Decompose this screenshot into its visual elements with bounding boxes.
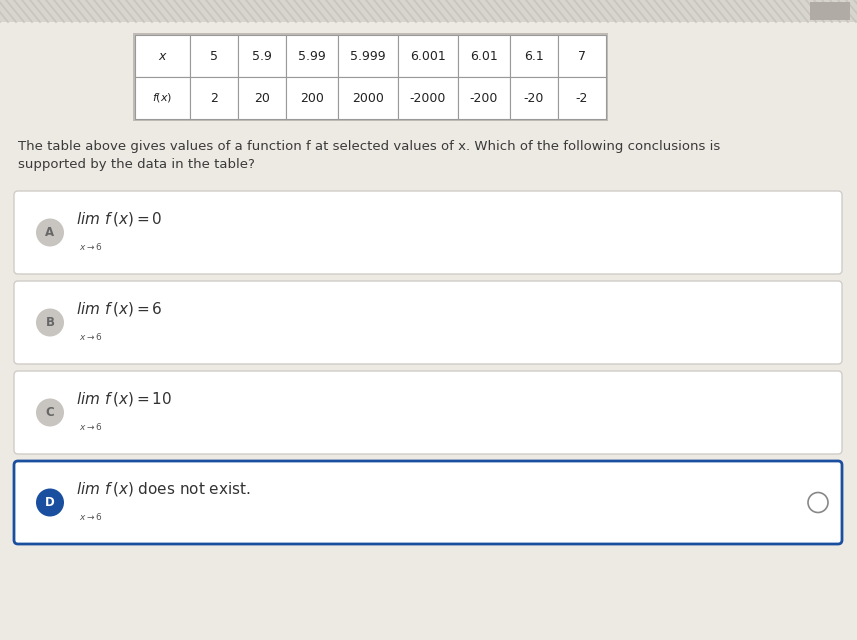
FancyBboxPatch shape (135, 77, 190, 119)
Text: -2000: -2000 (410, 92, 446, 104)
FancyBboxPatch shape (558, 77, 606, 119)
FancyBboxPatch shape (338, 35, 398, 77)
FancyBboxPatch shape (458, 35, 510, 77)
FancyBboxPatch shape (238, 77, 286, 119)
Text: 20: 20 (254, 92, 270, 104)
Text: 200: 200 (300, 92, 324, 104)
Text: $f(x)$: $f(x)$ (153, 92, 172, 104)
Text: 5: 5 (210, 49, 218, 63)
FancyBboxPatch shape (190, 77, 238, 119)
FancyBboxPatch shape (238, 35, 286, 77)
Text: 6.01: 6.01 (470, 49, 498, 63)
Circle shape (36, 308, 64, 337)
Text: 2000: 2000 (352, 92, 384, 104)
FancyBboxPatch shape (398, 35, 458, 77)
FancyBboxPatch shape (510, 35, 558, 77)
Text: supported by the data in the table?: supported by the data in the table? (18, 158, 255, 171)
Text: 6.1: 6.1 (524, 49, 544, 63)
Text: B: B (45, 316, 55, 329)
Text: -200: -200 (470, 92, 498, 104)
Text: $x$: $x$ (158, 49, 167, 63)
FancyBboxPatch shape (338, 77, 398, 119)
FancyBboxPatch shape (286, 77, 338, 119)
FancyBboxPatch shape (0, 0, 857, 22)
Circle shape (36, 218, 64, 246)
FancyBboxPatch shape (14, 191, 842, 274)
FancyBboxPatch shape (135, 35, 190, 77)
Text: $\mathit{lim}\ f\,(x) = 0$: $\mathit{lim}\ f\,(x) = 0$ (76, 211, 162, 228)
Text: 6.001: 6.001 (411, 49, 446, 63)
Text: D: D (45, 496, 55, 509)
FancyBboxPatch shape (810, 2, 850, 20)
Text: A: A (45, 226, 55, 239)
Text: $\mathit{lim}\ f\,(x) = 6$: $\mathit{lim}\ f\,(x) = 6$ (76, 301, 163, 319)
Text: $x\to6$: $x\to6$ (79, 241, 103, 252)
FancyBboxPatch shape (14, 371, 842, 454)
FancyBboxPatch shape (14, 461, 842, 544)
FancyBboxPatch shape (398, 77, 458, 119)
FancyBboxPatch shape (458, 77, 510, 119)
Text: 7: 7 (578, 49, 586, 63)
FancyBboxPatch shape (14, 281, 842, 364)
Text: -20: -20 (524, 92, 544, 104)
Text: $\mathit{lim}\ f\,(x)$ does not exist.: $\mathit{lim}\ f\,(x)$ does not exist. (76, 481, 251, 499)
Text: 5.9: 5.9 (252, 49, 272, 63)
Text: 2: 2 (210, 92, 218, 104)
Text: $x\to6$: $x\to6$ (79, 420, 103, 431)
Text: $x\to6$: $x\to6$ (79, 511, 103, 522)
Text: $x\to6$: $x\to6$ (79, 330, 103, 342)
Text: C: C (45, 406, 54, 419)
Circle shape (36, 488, 64, 516)
Text: 5.99: 5.99 (298, 49, 326, 63)
Text: 5.999: 5.999 (351, 49, 386, 63)
Text: The table above gives values of a function f at selected values of x. Which of t: The table above gives values of a functi… (18, 140, 720, 153)
Text: -2: -2 (576, 92, 588, 104)
FancyBboxPatch shape (133, 33, 608, 121)
FancyBboxPatch shape (510, 77, 558, 119)
Text: $\mathit{lim}\ f\,(x) = 10$: $\mathit{lim}\ f\,(x) = 10$ (76, 390, 172, 408)
FancyBboxPatch shape (190, 35, 238, 77)
FancyBboxPatch shape (286, 35, 338, 77)
FancyBboxPatch shape (558, 35, 606, 77)
Circle shape (36, 399, 64, 426)
